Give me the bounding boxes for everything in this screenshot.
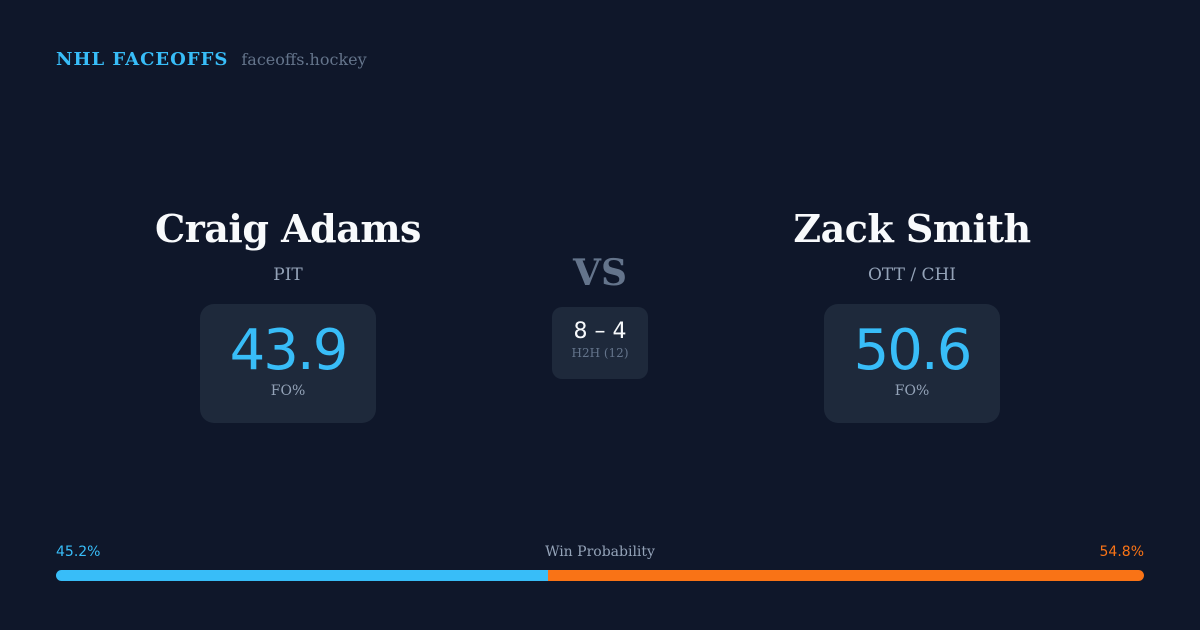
player-1-team: PIT (273, 265, 303, 285)
p1-win-prob-fill (56, 570, 548, 581)
player-1-fo-pct: 43.9 (229, 318, 349, 383)
player-2-fo-pct: 50.6 (853, 318, 973, 383)
player-2-fo-label: FO% (894, 383, 930, 399)
h2h-card: 8 – 4 H2H (12) (552, 307, 648, 379)
player-2-team: OTT / CHI (867, 265, 956, 285)
player-2-fo-card: 50.6 FO% (824, 304, 1000, 423)
player-1-name: Craig Adams (155, 206, 421, 251)
brand-url: faceoffs.hockey (241, 50, 367, 69)
player-2: Zack Smith OTT / CHI 50.6 FO% (712, 206, 1112, 423)
brand-name: NHL FACEOFFS (56, 49, 229, 70)
win-prob-label: Win Probability (545, 544, 655, 560)
vs-label: VS (573, 252, 627, 294)
win-prob-bar (56, 570, 1144, 581)
h2h-score: 8 – 4 (573, 319, 627, 344)
h2h-label: H2H (12) (571, 346, 629, 360)
p2-win-prob: 54.8% (1099, 544, 1144, 560)
player-1: Craig Adams PIT 43.9 FO% (88, 206, 488, 423)
p2-win-prob-fill (547, 570, 1144, 581)
player-1-fo-label: FO% (270, 383, 306, 399)
p1-win-prob: 45.2% (56, 544, 101, 560)
player-1-fo-card: 43.9 FO% (200, 304, 376, 423)
player-2-name: Zack Smith (793, 206, 1031, 251)
brand: NHL FACEOFFS faceoffs.hockey (56, 49, 367, 70)
